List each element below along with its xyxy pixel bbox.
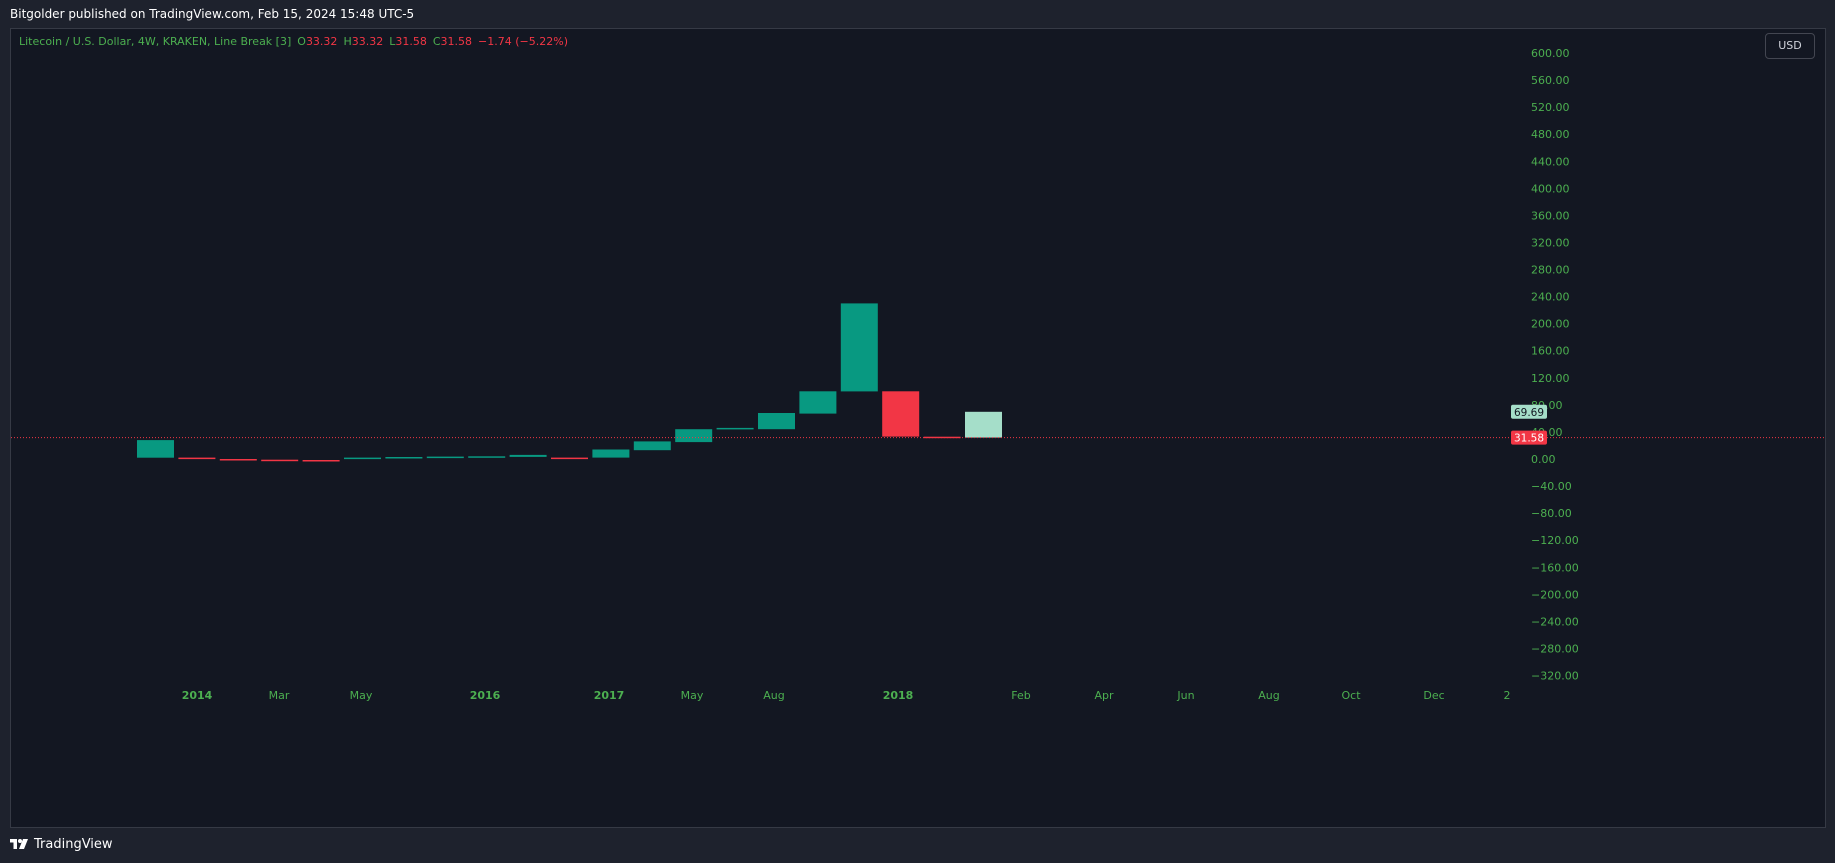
currency-button[interactable]: USD [1765, 33, 1815, 59]
line-break-box [302, 460, 340, 462]
high-label: H [343, 35, 352, 48]
symbol-title[interactable]: Litecoin / U.S. Dollar, 4W, KRAKEN, Line… [19, 35, 292, 48]
line-break-box [385, 457, 423, 459]
y-tick-label: −40.00 [1531, 480, 1572, 493]
low-value: 31.58 [395, 35, 427, 48]
line-break-box [840, 303, 878, 392]
y-tick-label: 520.00 [1531, 101, 1570, 114]
line-break-box [178, 457, 216, 460]
y-tick-label: 160.00 [1531, 345, 1570, 358]
y-tick-label: 0.00 [1531, 453, 1556, 466]
line-break-box [551, 457, 588, 460]
x-tick-label: Apr [1094, 689, 1114, 702]
y-tick-label: −160.00 [1531, 561, 1579, 574]
x-tick-label: Feb [1011, 689, 1030, 702]
x-tick-label: Aug [763, 689, 784, 702]
x-tick-label: 2017 [594, 689, 625, 702]
publish-header: Bitgolder published on TradingView.com, … [0, 0, 1835, 28]
low-label: L [389, 35, 396, 48]
tradingview-brand[interactable]: TradingView [10, 837, 113, 852]
y-tick-label: 320.00 [1531, 237, 1570, 250]
y-tick-label: −280.00 [1531, 643, 1579, 656]
y-tick-label: 200.00 [1531, 318, 1570, 331]
line-break-box [633, 441, 671, 451]
high-value: 33.32 [351, 35, 384, 48]
last-price-label: 31.58 [1511, 430, 1547, 445]
close-value: 31.58 [440, 35, 473, 48]
y-tick-label: 600.00 [1531, 47, 1570, 60]
x-tick-label: Jun [1176, 689, 1194, 702]
y-tick-label: −200.00 [1531, 588, 1579, 601]
line-break-box [468, 456, 506, 458]
x-tick-label: 2018 [883, 689, 914, 702]
x-tick-label: Aug [1258, 689, 1279, 702]
y-tick-label: −320.00 [1531, 670, 1579, 683]
y-tick-label: −120.00 [1531, 534, 1579, 547]
open-label: O [297, 35, 306, 48]
line-break-box [758, 413, 795, 430]
x-tick-label: May [350, 689, 373, 702]
projection-box [965, 411, 1002, 438]
line-break-box [882, 391, 920, 437]
y-tick-label: −80.00 [1531, 507, 1572, 520]
y-tick-label: 560.00 [1531, 74, 1570, 87]
y-tick-label: 240.00 [1531, 291, 1570, 304]
y-tick-label: −240.00 [1531, 615, 1579, 628]
svg-text:69.69: 69.69 [1514, 407, 1544, 419]
x-tick-label: Dec [1423, 689, 1444, 702]
x-tick-label: 2 [1504, 689, 1511, 702]
line-break-box [426, 456, 464, 459]
change-value: −1.74 (−5.22%) [478, 35, 568, 48]
chart-panel[interactable]: 600.00 560.00 520.00 480.00 440.00 400.00 360.… [10, 28, 1826, 828]
y-tick-label: 440.00 [1531, 155, 1570, 168]
publish-info: Bitgolder published on TradingView.com, … [10, 7, 415, 21]
line-break-box [261, 459, 299, 462]
line-break-box [923, 436, 961, 439]
time-axis[interactable]: 2014 Mar May 2016 2017 May Aug 2018 Feb Apr Jun Aug… [182, 689, 1511, 702]
y-tick-label: 400.00 [1531, 182, 1570, 195]
line-break-box [219, 459, 257, 461]
x-tick-label: 2016 [470, 689, 501, 702]
y-tick-label: 360.00 [1531, 209, 1570, 222]
line-break-box [344, 457, 381, 460]
y-tick-label: 480.00 [1531, 128, 1570, 141]
line-break-box [799, 391, 837, 414]
svg-text:31.58: 31.58 [1514, 433, 1544, 445]
brand-name: TradingView [34, 837, 113, 852]
x-tick-label: Mar [269, 689, 290, 702]
x-tick-label: May [681, 689, 704, 702]
y-tick-label: 120.00 [1531, 372, 1570, 385]
line-break-box [592, 449, 630, 458]
line-break-box [716, 427, 754, 430]
y-tick-label: 280.00 [1531, 264, 1570, 277]
line-break-boxes [137, 303, 1002, 462]
price-labels: 69.69 31.58 [1511, 404, 1547, 445]
x-tick-label: 2014 [182, 689, 213, 702]
symbol-legend: Litecoin / U.S. Dollar, 4W, KRAKEN, Line… [19, 35, 574, 48]
open-value: 33.32 [305, 35, 338, 48]
line-break-box [509, 454, 547, 457]
close-label: C [432, 35, 441, 48]
chart-canvas[interactable]: 600.00 560.00 520.00 480.00 440.00 400.00 360.… [11, 29, 1825, 827]
footer-bar: TradingView [0, 828, 1835, 863]
line-break-box [137, 440, 174, 458]
price-axis[interactable]: 600.00 560.00 520.00 480.00 440.00 400.00 360.… [1531, 47, 1579, 683]
line-break-box [675, 429, 713, 443]
projection-price-label: 69.69 [1511, 404, 1547, 419]
tradingview-logo-icon [10, 838, 28, 849]
x-tick-label: Oct [1341, 689, 1361, 702]
